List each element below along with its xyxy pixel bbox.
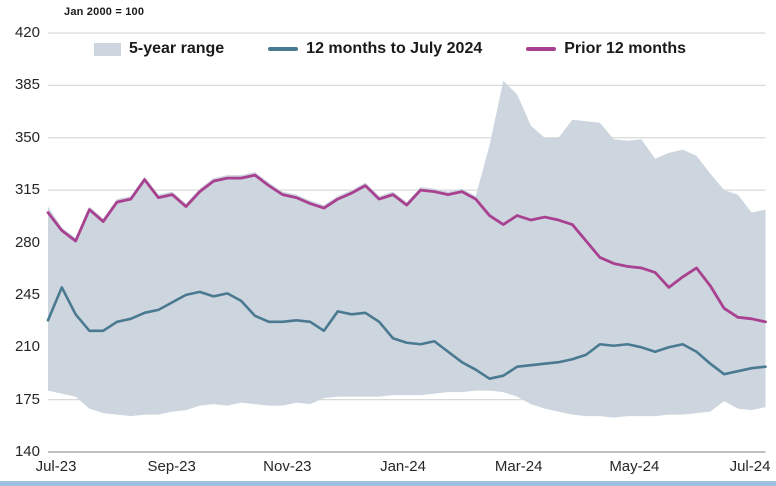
y-axis-label: 385 bbox=[14, 76, 40, 94]
range-swatch-icon bbox=[94, 42, 121, 56]
x-axis-label: May-24 bbox=[609, 458, 660, 475]
y-axis-label: 280 bbox=[14, 233, 40, 251]
line-current-12-months bbox=[46, 286, 767, 380]
x-axis-label: Mar-24 bbox=[494, 458, 543, 475]
y-axis-label: 350 bbox=[14, 128, 40, 146]
range-band-area bbox=[48, 80, 766, 418]
x-axis-label: Nov-23 bbox=[263, 458, 312, 475]
prior-line-swatch-icon bbox=[526, 47, 557, 51]
y-axis-label: 315 bbox=[14, 181, 40, 199]
x-axis-label: Jul-23 bbox=[35, 458, 77, 475]
axis-unit-note: Jan 2000 = 100 bbox=[64, 6, 145, 18]
current-line-swatch-icon bbox=[268, 47, 299, 51]
legend-label-current: 12 months to July 2024 bbox=[306, 40, 483, 57]
y-axis-label: 245 bbox=[14, 285, 40, 303]
y-axis-label: 420 bbox=[14, 24, 40, 41]
y-axis-label: 175 bbox=[14, 390, 40, 408]
y-axis-label: 210 bbox=[14, 338, 40, 356]
legend-item-range: 5-year range bbox=[94, 40, 224, 58]
legend-label-prior: Prior 12 months bbox=[564, 40, 687, 57]
line-prior-12-months bbox=[46, 173, 767, 324]
x-axis-label: Jul-24 bbox=[729, 458, 771, 475]
y-axis-label: 140 bbox=[14, 443, 40, 460]
legend-item-current: 12 months to July 2024 bbox=[268, 40, 482, 58]
legend-label-range: 5-year range bbox=[129, 40, 225, 57]
x-axis-label: Sep-23 bbox=[147, 458, 196, 475]
legend-item-prior: Prior 12 months bbox=[526, 40, 686, 58]
x-axis-label: Jan-24 bbox=[380, 458, 426, 475]
bottom-accent-bar bbox=[0, 481, 776, 486]
chart-legend: 5-year range 12 months to July 2024 Prio… bbox=[94, 40, 686, 58]
